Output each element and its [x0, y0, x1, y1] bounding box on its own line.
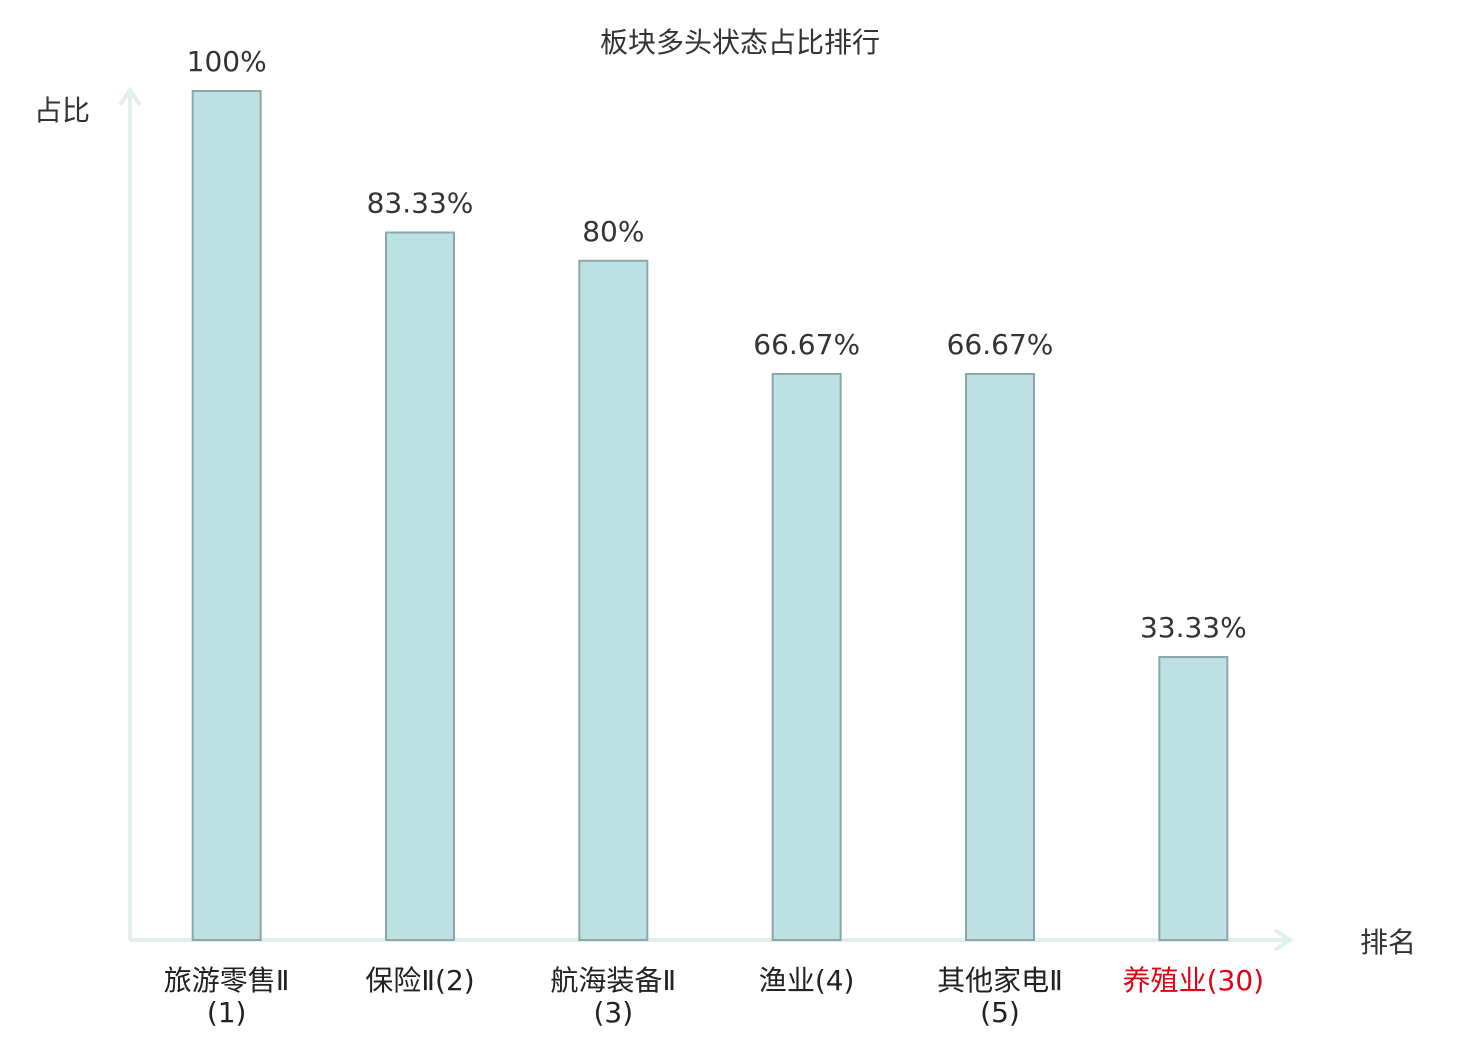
x-tick-label: 渔业(4) [758, 964, 855, 997]
bar [191, 90, 262, 941]
bar [385, 231, 455, 941]
value-label: 80% [582, 215, 644, 248]
x-tick-label: 保险Ⅱ(2) [365, 964, 475, 997]
value-label: 33.33% [1140, 611, 1247, 644]
bar [965, 372, 1035, 942]
x-axis-arrow [1273, 928, 1294, 952]
bar [1158, 656, 1229, 942]
bar [578, 259, 649, 941]
x-axis-label: 排名 [1360, 926, 1416, 959]
chart-title: 板块多头状态占比排行 [600, 26, 880, 59]
x-tick-label: 旅游零售Ⅱ(1) [163, 964, 290, 1029]
x-tick-label: 其他家电Ⅱ(5) [937, 964, 1063, 1029]
x-tick-label: 养殖业(30) [1122, 964, 1265, 997]
bar [771, 372, 842, 942]
value-label: 66.67% [947, 328, 1054, 361]
value-label: 100% [187, 45, 267, 78]
y-axis-label: 占比 [34, 94, 90, 127]
value-label: 66.67% [753, 328, 860, 361]
value-label: 83.33% [367, 187, 474, 220]
y-axis-arrow [118, 86, 142, 107]
x-tick-label: 航海装备Ⅱ(3) [550, 964, 677, 1029]
